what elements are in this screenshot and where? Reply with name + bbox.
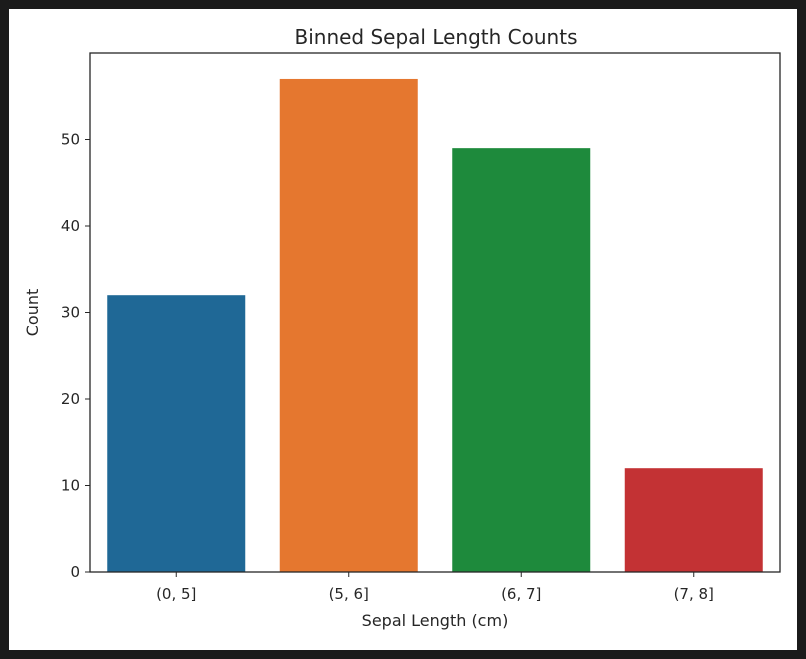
bars-group	[107, 78, 763, 572]
y-tick-label: 40	[61, 217, 80, 235]
plot-area-frame	[89, 52, 781, 573]
bar-chart: Binned Sepal Length Counts 0 10 20 30 40 50 (…	[23, 25, 781, 630]
y-tick-label: 20	[61, 390, 80, 408]
chart-title: Binned Sepal Length Counts	[294, 25, 577, 49]
y-axis-label: Count	[23, 289, 42, 337]
bar-1	[279, 78, 418, 572]
chart-frame: Binned Sepal Length Counts 0 10 20 30 40 50 (…	[9, 9, 797, 650]
y-axis-ticks: 0 10 20 30 40 50	[61, 131, 90, 581]
x-tick-label: (5, 6]	[329, 585, 369, 603]
x-tick-label: (7, 8]	[674, 585, 714, 603]
x-axis-ticks: (0, 5] (5, 6] (6, 7] (7, 8]	[156, 572, 714, 603]
bar-0	[107, 295, 246, 572]
x-axis-label: Sepal Length (cm)	[362, 611, 509, 630]
bar-3	[624, 468, 763, 572]
y-tick-label: 50	[61, 131, 80, 149]
y-tick-label: 0	[70, 563, 80, 581]
bar-2	[452, 148, 591, 572]
y-tick-label: 30	[61, 304, 80, 322]
x-tick-label: (6, 7]	[501, 585, 541, 603]
x-tick-label: (0, 5]	[156, 585, 196, 603]
y-tick-label: 10	[61, 477, 80, 495]
